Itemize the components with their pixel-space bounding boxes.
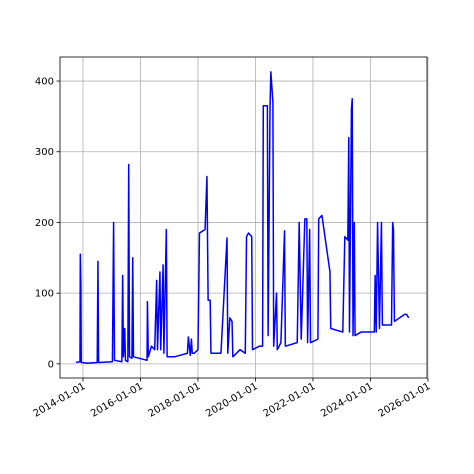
y-tick-label: 400: [35, 77, 54, 88]
data-line: [75, 71, 410, 364]
y-tick-label: 0: [48, 359, 54, 370]
x-tick-label: 2016-01-01: [89, 381, 145, 420]
x-tick-label: 2018-01-01: [147, 381, 203, 420]
y-tick-label: 200: [35, 218, 54, 229]
x-tick-label: 2022-01-01: [262, 381, 318, 420]
y-tick-label: 300: [35, 147, 54, 158]
x-tick-label: 2026-01-01: [377, 381, 433, 420]
x-tick-label: 2014-01-01: [32, 381, 88, 420]
x-tick-label: 2020-01-01: [204, 381, 260, 420]
x-tick-label: 2024-01-01: [319, 381, 375, 420]
y-tick-label: 100: [35, 289, 54, 300]
plot-frame: [59, 56, 428, 379]
